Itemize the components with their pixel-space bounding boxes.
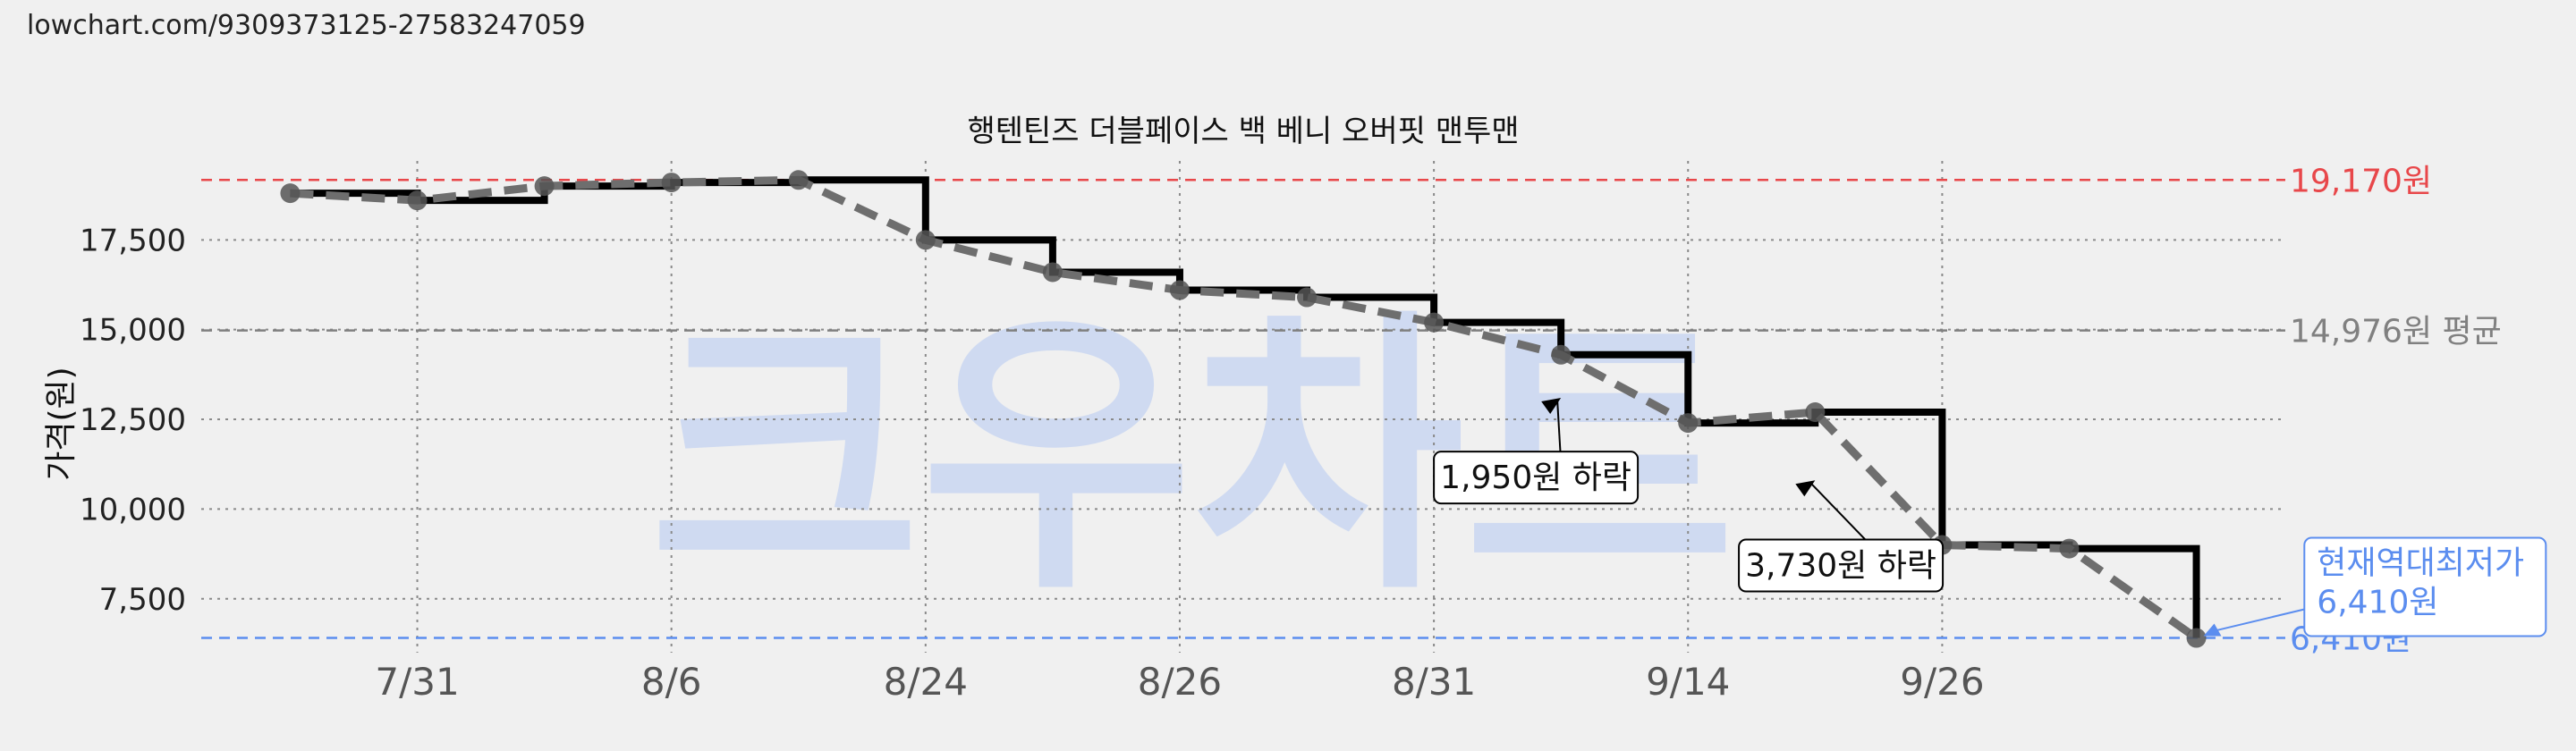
data-point xyxy=(661,173,682,193)
data-point xyxy=(534,176,555,197)
x-tick-label: 9/14 xyxy=(1646,660,1730,704)
chart-title: 행텐틴즈 더블페이스 백 베니 오버핏 맨투맨 xyxy=(967,114,1519,149)
data-point xyxy=(915,230,936,250)
annotation-text: 현재역대최저가 xyxy=(2317,545,2524,582)
y-axis-label: 가격(원) xyxy=(43,367,80,480)
x-tick-label: 8/24 xyxy=(884,660,968,704)
data-point xyxy=(1678,413,1699,434)
annotation-arrow xyxy=(2207,608,2305,634)
x-tick-label: 7/31 xyxy=(375,660,459,704)
annotation-arrowhead xyxy=(1541,397,1562,414)
data-point xyxy=(1169,280,1190,300)
y-tick-label: 17,500 xyxy=(80,223,186,258)
data-point xyxy=(407,190,428,211)
data-point xyxy=(1424,312,1445,333)
x-tick-label: 8/31 xyxy=(1392,660,1476,704)
annotation-box xyxy=(2303,536,2547,637)
y-tick-label: 15,000 xyxy=(80,313,186,349)
annotation-arrow xyxy=(1556,401,1562,452)
series-dashed-line xyxy=(290,175,2199,642)
reference-line-label: 14,976원 평균 xyxy=(2290,314,2502,350)
data-point xyxy=(1297,287,1318,308)
annotation-text: 3,730원 하락 xyxy=(1745,548,1936,585)
annotation-text: 1,950원 하락 xyxy=(1440,460,1631,496)
y-tick-label: 12,500 xyxy=(80,402,186,438)
x-tick-label: 8/6 xyxy=(641,660,702,704)
data-point xyxy=(280,183,301,204)
annotation-text: 6,410원 xyxy=(2317,585,2438,621)
x-tick-label: 8/26 xyxy=(1138,660,1222,704)
data-point xyxy=(2059,538,2080,559)
annotation-box xyxy=(1738,538,1945,593)
annotation-arrowhead xyxy=(1795,480,1816,497)
source-url: lowchart.com/9309373125-27583247059 xyxy=(27,10,586,41)
annotation-arrow xyxy=(1810,483,1867,541)
reference-line-label: 19,170원 xyxy=(2290,163,2432,199)
y-tick-label: 10,000 xyxy=(80,492,186,527)
data-point xyxy=(2186,628,2207,648)
data-point xyxy=(788,170,809,190)
annotation-box xyxy=(1433,451,1640,505)
annotation-arrowhead xyxy=(2203,623,2222,637)
data-point xyxy=(1042,262,1063,283)
data-point xyxy=(1805,402,1826,423)
data-point xyxy=(1551,344,1572,365)
y-tick-label: 7,500 xyxy=(99,582,186,618)
x-tick-label: 9/26 xyxy=(1900,660,1984,704)
